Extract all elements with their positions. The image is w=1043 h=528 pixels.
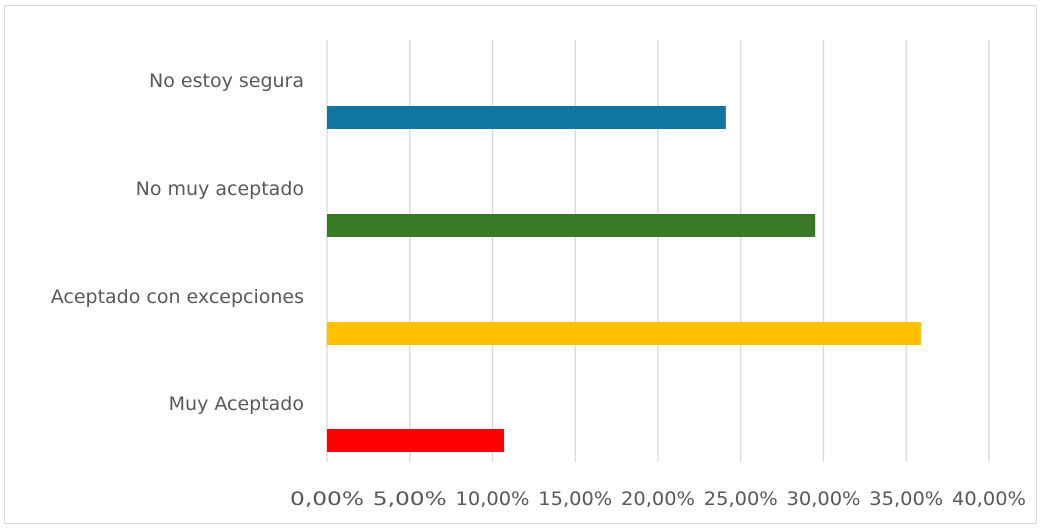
category-label-no-estoy-segura: No estoy segura	[149, 70, 304, 92]
x-tick-label-4: 20,00%	[621, 488, 695, 510]
bar-no-estoy-segura	[327, 106, 726, 129]
bars	[327, 106, 922, 452]
x-tick-label-2: 10,00%	[456, 488, 530, 510]
x-tick-label-1: 5,00%	[373, 488, 447, 510]
bar-muy-aceptado	[327, 429, 505, 452]
x-tick-label-7: 35,00%	[869, 488, 943, 510]
category-label-aceptado-con-excepciones: Aceptado con excepciones	[51, 286, 304, 308]
chart-frame	[4, 5, 1037, 524]
x-tick-label-8: 40,00%	[952, 488, 1026, 510]
x-tick-labels: 0,00% 5,00% 10,00% 15,00% 20,00% 25,00% 30,00%…	[290, 488, 1026, 510]
x-tick-label-5: 25,00%	[704, 488, 778, 510]
x-tick-label-0: 0,00%	[290, 488, 364, 510]
category-label-muy-aceptado: Muy Aceptado	[169, 393, 304, 415]
category-label-no-muy-aceptado: No muy aceptado	[136, 178, 304, 200]
bar-aceptado-con-excepciones	[327, 322, 922, 345]
gridlines	[326, 40, 990, 462]
bar-no-muy-aceptado	[327, 214, 816, 237]
x-tick-label-6: 30,00%	[787, 488, 861, 510]
category-labels: No estoy segura No muy aceptado Aceptado c…	[51, 70, 304, 415]
x-tick-label-3: 15,00%	[538, 488, 612, 510]
